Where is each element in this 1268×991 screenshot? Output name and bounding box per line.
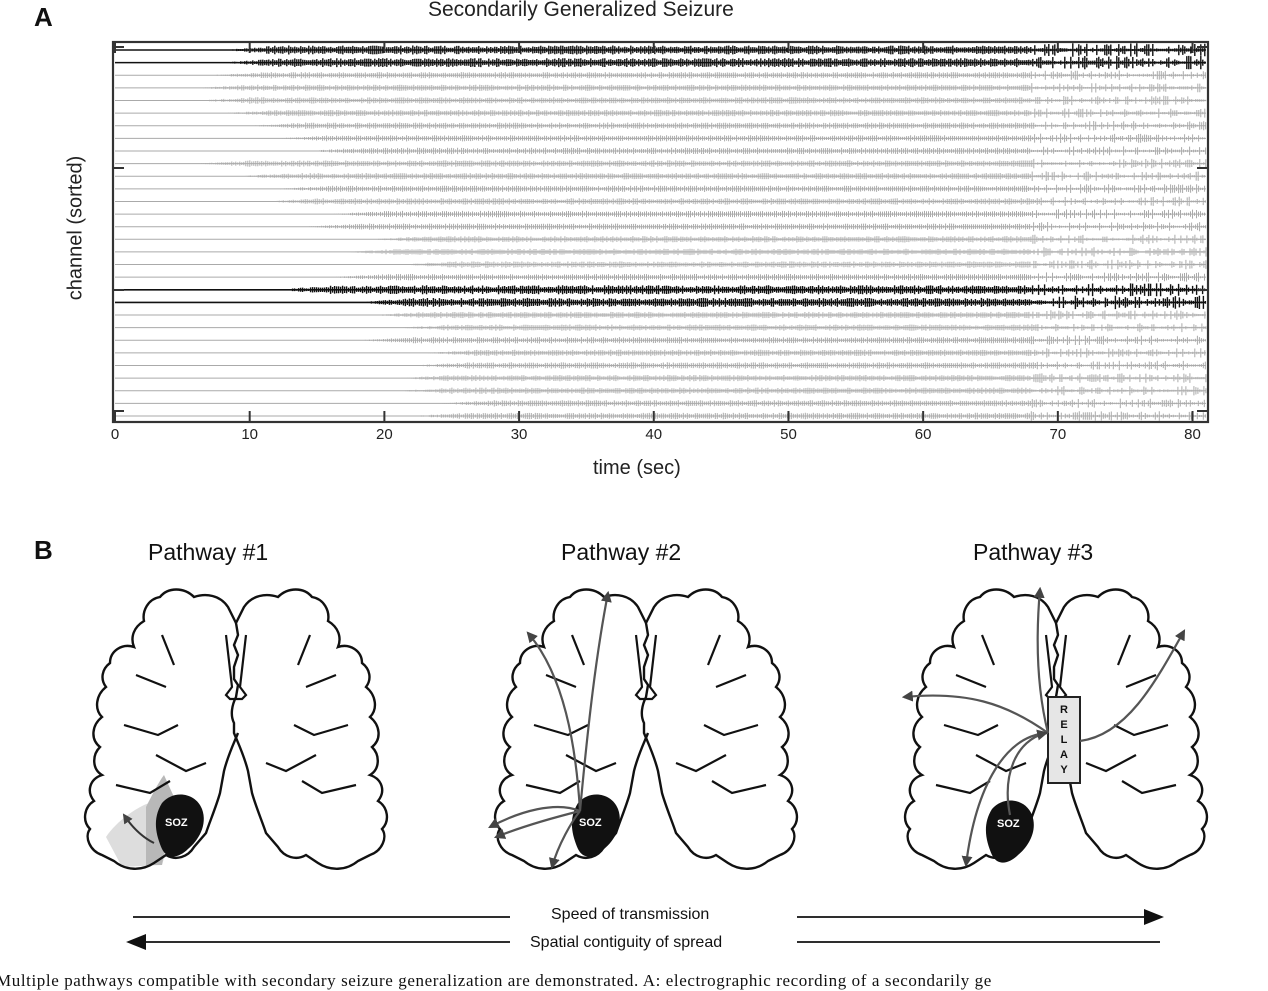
eeg-channel-trace (372, 234, 1206, 244)
eeg-channel-trace (210, 70, 1206, 80)
speed-label: Speed of transmission (551, 906, 710, 923)
relay-letter: R (1060, 704, 1068, 716)
panel-b-letter: B (34, 535, 53, 565)
x-tick-label: 60 (914, 426, 932, 443)
x-tick-label: 50 (780, 426, 797, 443)
eeg-channel-trace (412, 360, 1206, 371)
eeg-channel-trace (197, 95, 1207, 106)
pathway-2-soz-label: SOZ (579, 817, 602, 829)
plot-frame (111, 40, 1210, 424)
eeg-channel-trace (251, 121, 1207, 131)
eeg-channel-trace (426, 348, 1206, 358)
figure-caption: Multiple pathways compatible with second… (0, 971, 992, 990)
relay-letter: L (1060, 734, 1068, 746)
eeg-channel-trace (224, 108, 1206, 118)
eeg-channel-trace (358, 335, 1206, 345)
contiguity-label: Spatial contiguity of spread (530, 934, 723, 951)
speed-arrowhead (1144, 909, 1164, 925)
chart-title: Secondarily Generalized Seizure (428, 0, 734, 21)
eeg-channel-trace (412, 411, 1206, 421)
eeg-channel-trace (197, 83, 1207, 93)
x-tick-label: 70 (1049, 426, 1067, 443)
relay-letter: Y (1060, 764, 1068, 776)
eeg-channel-trace (372, 310, 1206, 320)
eeg-traces (115, 43, 1207, 421)
eeg-channel-trace (332, 272, 1205, 282)
x-tick-label: 30 (510, 426, 528, 443)
eeg-channel-trace (399, 323, 1207, 333)
relay-letter: E (1060, 719, 1068, 731)
contiguity-arrowhead (126, 934, 146, 950)
x-tick-label: 40 (645, 426, 663, 443)
pathway-3-brain (901, 586, 1209, 870)
eeg-channel-trace (264, 196, 1206, 207)
eeg-channel-trace (399, 259, 1207, 270)
eeg-channel-highlighted (224, 55, 1206, 70)
eeg-channel-trace (439, 398, 1205, 409)
x-tick-label: 80 (1184, 426, 1201, 443)
eeg-channel-highlighted (358, 295, 1207, 310)
pathway-1-title: Pathway #1 (148, 539, 269, 565)
pathway-2-brain (488, 588, 799, 870)
eeg-channel-trace (332, 209, 1205, 219)
speed-contiguity-arrows (126, 909, 1164, 950)
pathway-1-soz-label: SOZ (165, 817, 188, 829)
x-axis-label: time (sec) (593, 457, 681, 479)
x-tick-label: 20 (376, 426, 393, 443)
eeg-channel-trace (305, 222, 1207, 232)
eeg-channel-trace (345, 247, 1207, 257)
eeg-channel-trace (278, 184, 1206, 194)
pathway-2-title: Pathway #2 (561, 539, 682, 565)
eeg-channel-trace (399, 386, 1207, 396)
eeg-channel-highlighted (224, 43, 1206, 57)
pathway-3-title: Pathway #3 (973, 539, 1094, 565)
relay-box (1047, 696, 1081, 784)
relay-letter: A (1060, 749, 1068, 761)
pathway-3-soz-label: SOZ (997, 818, 1020, 830)
relay-label: R E L A Y (1048, 703, 1080, 778)
pathway-1-brain (83, 588, 389, 870)
eeg-channel-highlighted (277, 283, 1206, 297)
eeg-channel-trace (237, 171, 1205, 181)
x-tick-label: 0 (110, 426, 120, 443)
eeg-chart (111, 40, 1210, 424)
eeg-channel-trace (399, 373, 1207, 383)
y-ticks (113, 46, 1208, 412)
y-axis-label: channel (sorted) (64, 155, 87, 301)
eeg-channel-trace (197, 158, 1207, 169)
x-ticks (114, 42, 1194, 422)
eeg-channel-trace (278, 133, 1206, 144)
eeg-channel-trace (305, 146, 1207, 156)
brain-diagrams (83, 586, 1209, 870)
x-tick-label: 10 (241, 426, 259, 443)
panel-a-letter: A (34, 2, 53, 32)
